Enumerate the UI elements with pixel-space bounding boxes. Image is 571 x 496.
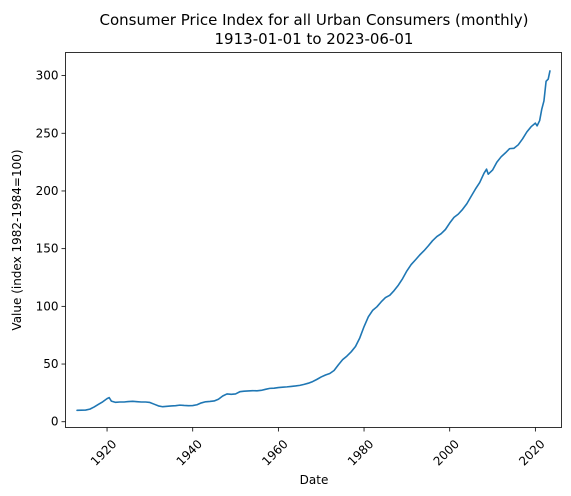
chart-subtitle: 1913-01-01 to 2023-06-01	[215, 30, 414, 48]
x-axis-ticks: 1920 1940 1960 1980 2000 2020	[88, 427, 548, 468]
y-tick-label: 0	[51, 415, 59, 429]
y-tick-label: 300	[36, 69, 59, 83]
y-tick-label: 100	[36, 299, 59, 313]
x-tick-label: 1940	[174, 437, 205, 468]
x-axis-label: Date	[300, 473, 329, 487]
plot-frame	[65, 52, 562, 428]
x-tick-label: 2000	[431, 437, 462, 468]
cpi-series-line	[76, 70, 551, 412]
y-tick-label: 150	[36, 242, 59, 256]
y-axis-label: Value (index 1982-1984=100)	[10, 149, 24, 330]
y-tick-label: 50	[43, 357, 58, 371]
y-tick-label: 250	[36, 126, 59, 140]
x-tick-label: 1980	[345, 437, 376, 468]
x-tick-label: 1960	[259, 437, 290, 468]
y-axis-ticks: 0 50 100 150 200 250 300	[36, 69, 66, 429]
x-tick-label: 2020	[516, 437, 547, 468]
y-tick-label: 200	[36, 184, 59, 198]
chart-title: Consumer Price Index for all Urban Consu…	[99, 11, 528, 29]
x-tick-label: 1920	[88, 437, 119, 468]
